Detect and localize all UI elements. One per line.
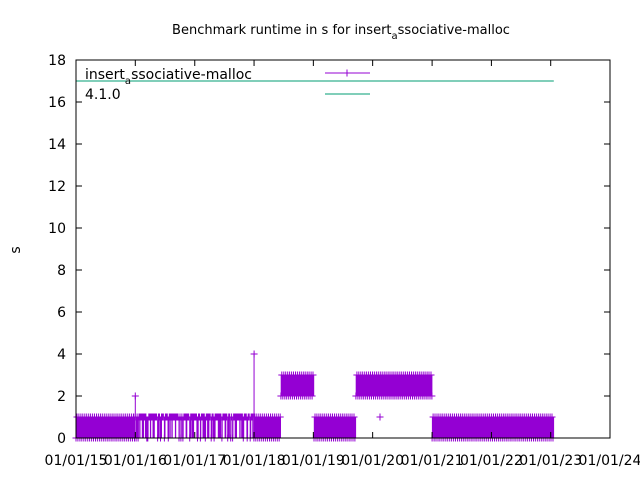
chart-title-main: Benchmark runtime in s for insert bbox=[172, 23, 391, 38]
y-tick-label: 8 bbox=[57, 263, 66, 279]
y-axis-label: s bbox=[8, 246, 24, 253]
x-tick-label: 01/01/22 bbox=[460, 453, 523, 469]
x-tick-label: 01/01/21 bbox=[401, 453, 464, 469]
series-1-outlier-point bbox=[250, 350, 258, 358]
x-tick-label: 01/01/16 bbox=[104, 453, 167, 469]
legend-label-series-1-main: insert bbox=[85, 67, 125, 83]
x-tick-label: 01/01/15 bbox=[45, 453, 108, 469]
legend-marker-series-1 bbox=[343, 69, 351, 77]
legend-label-series-1: insertassociative-malloc bbox=[85, 67, 252, 87]
y-tick-label: 4 bbox=[57, 347, 66, 363]
axis-ticks: 02468101214161801/01/1501/01/1601/01/170… bbox=[45, 53, 640, 469]
chart-title: Benchmark runtime in s for insertassocia… bbox=[172, 23, 510, 42]
y-tick-label: 18 bbox=[48, 53, 66, 69]
chart-title-rest: ssociative-malloc bbox=[398, 23, 510, 38]
x-tick-label: 01/01/18 bbox=[223, 453, 286, 469]
y-tick-label: 6 bbox=[57, 305, 66, 321]
legend-label-series-1-rest: ssociative-malloc bbox=[131, 67, 252, 83]
plot-frame bbox=[75, 59, 611, 439]
x-tick-label: 01/01/19 bbox=[282, 453, 345, 469]
x-tick-label: 01/01/23 bbox=[519, 453, 582, 469]
legend: insertassociative-malloc 4.1.0 bbox=[85, 67, 370, 103]
legend-label-series-2: 4.1.0 bbox=[85, 87, 121, 103]
series-1-outlier-point bbox=[376, 413, 384, 421]
series-1-line bbox=[75, 374, 555, 439]
series-1-outlier-point bbox=[131, 392, 139, 400]
x-tick-label: 01/01/17 bbox=[163, 453, 226, 469]
legend-label-series-1-subscript: a bbox=[125, 76, 131, 87]
plot-area bbox=[72, 80, 557, 442]
y-tick-label: 10 bbox=[48, 221, 66, 237]
x-tick-label: 01/01/24 bbox=[579, 453, 640, 469]
x-tick-label: 01/01/20 bbox=[341, 453, 404, 469]
y-tick-label: 16 bbox=[48, 95, 66, 111]
y-tick-label: 2 bbox=[57, 389, 66, 405]
y-tick-label: 14 bbox=[48, 137, 66, 153]
y-tick-label: 0 bbox=[57, 431, 66, 447]
chart-title-subscript: a bbox=[392, 31, 398, 42]
y-tick-label: 12 bbox=[48, 179, 66, 195]
